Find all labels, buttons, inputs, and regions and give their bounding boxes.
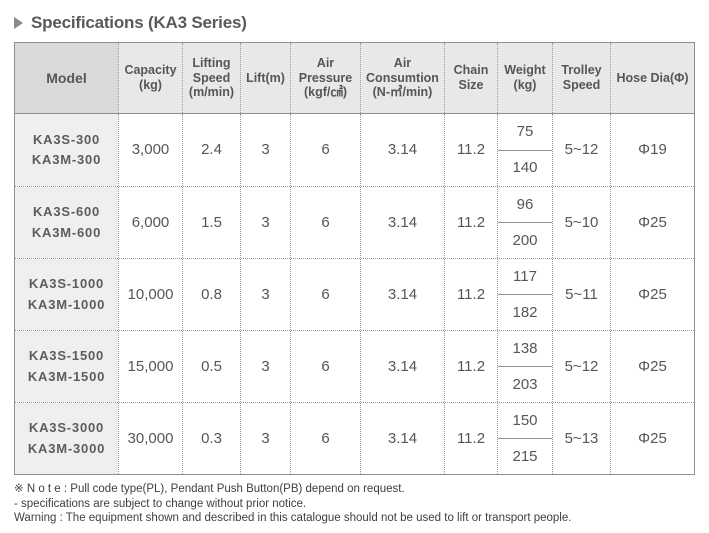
air-consumption-cell: 3.14 <box>360 114 444 186</box>
header-cell-model: Model <box>15 43 118 113</box>
weight-top-value: 75 <box>498 114 552 151</box>
table-row: KA3S-3000 KA3M-3000 30,000 0.3 3 6 3.14 … <box>15 402 694 474</box>
lift-cell: 3 <box>240 187 290 258</box>
footnotes: ※ N o t e : Pull code type(PL), Pendant … <box>14 482 709 526</box>
air-pressure-cell: 6 <box>290 259 360 330</box>
air-pressure-cell: 6 <box>290 114 360 186</box>
capacity-cell: 6,000 <box>118 187 182 258</box>
lift-cell: 3 <box>240 259 290 330</box>
air-consumption-cell: 3.14 <box>360 403 444 474</box>
trolley-speed-cell: 5~12 <box>552 331 610 402</box>
page-title: Specifications (KA3 Series) <box>31 13 247 32</box>
lifting-speed-cell: 2.4 <box>182 114 240 186</box>
model-cell: KA3S-600 KA3M-600 <box>15 187 118 258</box>
lift-cell: 3 <box>240 403 290 474</box>
table-header-row: Model Capacity (kg) Lifting Speed (m/min… <box>15 43 694 114</box>
trolley-speed-cell: 5~12 <box>552 114 610 186</box>
note-line: Warning : The equipment shown and descri… <box>14 512 572 525</box>
header-cell-lifting-speed: Lifting Speed (m/min) <box>182 43 240 113</box>
air-pressure-cell: 6 <box>290 331 360 402</box>
weight-top-value: 96 <box>498 187 552 223</box>
weight-cell: 96 200 <box>497 187 552 258</box>
triangle-bullet-icon <box>14 17 23 29</box>
header-cell-trolley-speed: Trolley Speed <box>552 43 610 113</box>
weight-bottom-value: 203 <box>512 375 538 393</box>
weight-cell: 117 182 <box>497 259 552 330</box>
note-line: ※ N o t e : Pull code type(PL), Pendant … <box>14 483 405 495</box>
weight-cell: 150 215 <box>497 403 552 474</box>
table-row: KA3S-600 KA3M-600 6,000 1.5 3 6 3.14 11.… <box>15 186 694 258</box>
weight-cell: 75 140 <box>497 114 552 186</box>
capacity-cell: 10,000 <box>118 259 182 330</box>
header-cell-weight: Weight (kg) <box>497 43 552 113</box>
weight-cell: 138 203 <box>497 331 552 402</box>
weight-bottom-value: 200 <box>512 231 538 249</box>
model-cell: KA3S-3000 KA3M-3000 <box>15 403 118 474</box>
chain-size-cell: 11.2 <box>444 403 497 474</box>
model-cell: KA3S-300 KA3M-300 <box>15 114 118 186</box>
weight-top-value: 117 <box>498 259 552 295</box>
lifting-speed-cell: 0.3 <box>182 403 240 474</box>
hose-dia-cell: Φ25 <box>610 259 694 330</box>
specifications-table: Model Capacity (kg) Lifting Speed (m/min… <box>14 42 695 475</box>
chain-size-cell: 11.2 <box>444 114 497 186</box>
header-cell-hose-dia: Hose Dia(Φ) <box>610 43 694 113</box>
table-row: KA3S-1000 KA3M-1000 10,000 0.8 3 6 3.14 … <box>15 258 694 330</box>
header-cell-air-pressure: Air Pressure (kgf/㎠) <box>290 43 360 113</box>
header-cell-air-consumption: Air Consumtion (N-㎥/min) <box>360 43 444 113</box>
capacity-cell: 15,000 <box>118 331 182 402</box>
trolley-speed-cell: 5~11 <box>552 259 610 330</box>
header-cell-capacity: Capacity (kg) <box>118 43 182 113</box>
air-consumption-cell: 3.14 <box>360 187 444 258</box>
chain-size-cell: 11.2 <box>444 259 497 330</box>
air-pressure-cell: 6 <box>290 403 360 474</box>
weight-bottom-value: 140 <box>512 159 538 177</box>
capacity-cell: 30,000 <box>118 403 182 474</box>
trolley-speed-cell: 5~10 <box>552 187 610 258</box>
model-cell: KA3S-1000 KA3M-1000 <box>15 259 118 330</box>
header-cell-chain-size: Chain Size <box>444 43 497 113</box>
hose-dia-cell: Φ25 <box>610 403 694 474</box>
header-cell-lift: Lift(m) <box>240 43 290 113</box>
lift-cell: 3 <box>240 331 290 402</box>
chain-size-cell: 11.2 <box>444 187 497 258</box>
trolley-speed-cell: 5~13 <box>552 403 610 474</box>
table-row: KA3S-300 KA3M-300 3,000 2.4 3 6 3.14 11.… <box>15 114 694 186</box>
air-consumption-cell: 3.14 <box>360 331 444 402</box>
capacity-cell: 3,000 <box>118 114 182 186</box>
weight-bottom-value: 215 <box>512 447 538 465</box>
page-header: Specifications (KA3 Series) <box>0 0 709 42</box>
weight-bottom-value: 182 <box>512 303 538 321</box>
hose-dia-cell: Φ25 <box>610 187 694 258</box>
table-row: KA3S-1500 KA3M-1500 15,000 0.5 3 6 3.14 … <box>15 330 694 402</box>
lift-cell: 3 <box>240 114 290 186</box>
note-line: - specifications are subject to change w… <box>14 497 307 510</box>
air-pressure-cell: 6 <box>290 187 360 258</box>
model-cell: KA3S-1500 KA3M-1500 <box>15 331 118 402</box>
weight-top-value: 138 <box>498 331 552 367</box>
hose-dia-cell: Φ25 <box>610 331 694 402</box>
weight-top-value: 150 <box>498 403 552 439</box>
hose-dia-cell: Φ19 <box>610 114 694 186</box>
lifting-speed-cell: 0.8 <box>182 259 240 330</box>
lifting-speed-cell: 0.5 <box>182 331 240 402</box>
lifting-speed-cell: 1.5 <box>182 187 240 258</box>
air-consumption-cell: 3.14 <box>360 259 444 330</box>
chain-size-cell: 11.2 <box>444 331 497 402</box>
